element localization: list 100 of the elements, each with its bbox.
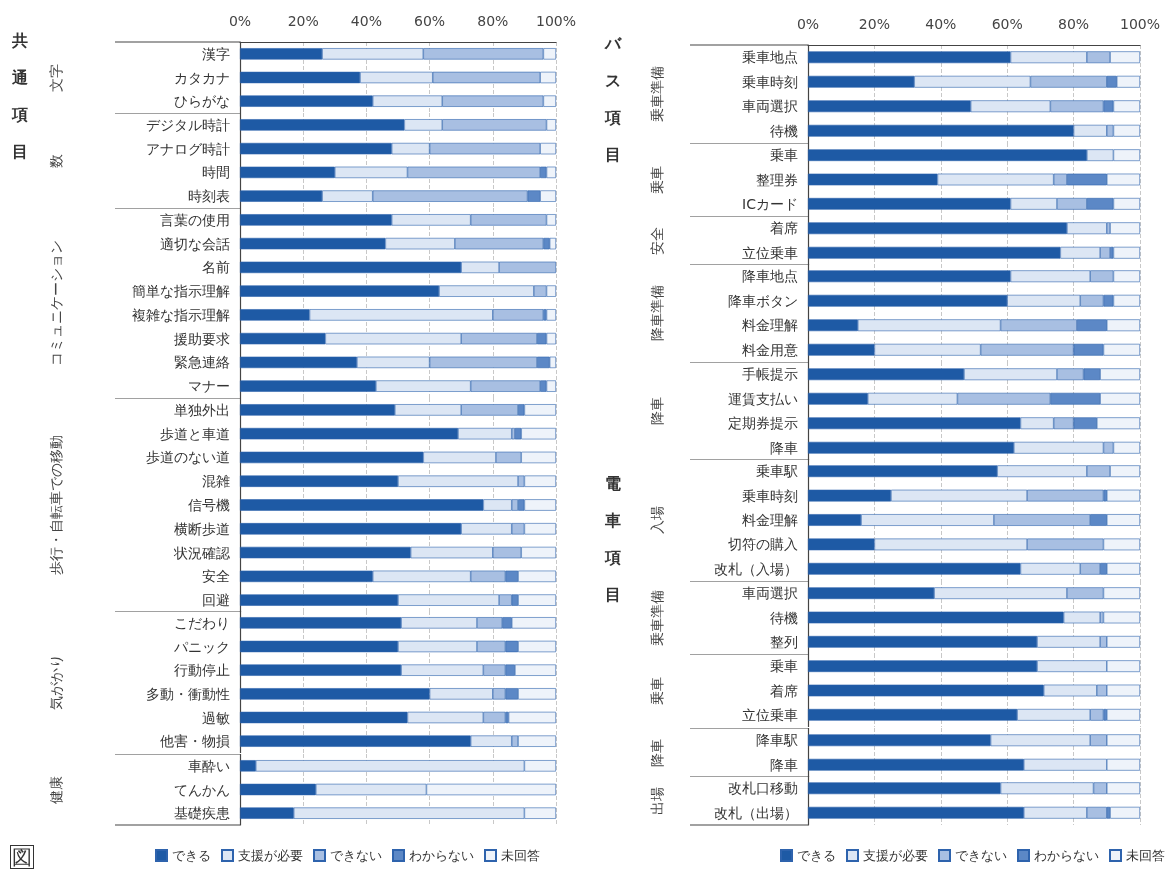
y-tick-label: 多動・衝動性 (146, 686, 230, 703)
x-tick-label: 100% (1119, 16, 1161, 32)
y-tick-label: 安全 (202, 568, 230, 585)
legend-label: わからない (1034, 848, 1099, 864)
y-tick-label: 他害・物損 (160, 733, 230, 750)
y-tick-label: 過敏 (202, 709, 230, 726)
y-tick-label: 簡単な指示理解 (132, 283, 230, 300)
y-tick-label: 複雑な指示理解 (132, 306, 230, 323)
y-tick-label: 待機 (770, 122, 798, 139)
y-tick-label: 車両選択 (742, 98, 798, 115)
y-tick-label: 切符の購入 (728, 536, 798, 553)
y-tick-label: カタカナ (174, 69, 230, 86)
bar (546, 309, 556, 321)
y-axis-title: 安全 (649, 226, 665, 255)
y-tick-label: 単独外出 (174, 401, 230, 418)
y-tick-label: 状況確認 (173, 544, 230, 561)
legend-label: できる (172, 847, 211, 863)
y-tick-label: 適切な会話 (160, 235, 230, 252)
x-tick-label: 80% (1058, 16, 1090, 32)
y-tick-label: 名前 (202, 259, 230, 276)
y-tick-label: 着席 (770, 682, 798, 699)
x-tick-label: 20% (287, 13, 319, 29)
y-tick-label: 乗車駅 (756, 463, 798, 480)
bar (508, 712, 556, 724)
y-tick-label: 信号機 (188, 496, 230, 513)
y-tick-label: 乗車時刻 (742, 73, 798, 90)
y-axis-title: 出場 (649, 786, 665, 815)
bar (1106, 490, 1140, 502)
bar (1110, 807, 1140, 819)
x-tick-label: 0% (228, 13, 252, 29)
y-tick-label: 歩道のない道 (146, 449, 230, 466)
x-tick-label: 80% (477, 13, 509, 29)
y-tick-label: 料金用意 (742, 342, 798, 359)
y-tick-label: デジタル時計 (146, 117, 230, 134)
y-tick-label: 時間 (202, 164, 230, 181)
y-tick-label: 車両選択 (742, 585, 798, 602)
y-tick-label: 降車 (770, 756, 798, 773)
y-tick-label: てんかん (174, 781, 230, 798)
text: 共通項目 (11, 30, 29, 163)
x-tick-label: 0% (796, 16, 820, 32)
bar (1103, 611, 1140, 624)
y-axis-title: 健康 (48, 775, 64, 804)
y-axis-title: 乗車 (649, 676, 665, 705)
legend-label: 未回答 (501, 847, 540, 863)
y-tick-label: 待機 (770, 609, 798, 626)
text: バス項目 (604, 33, 622, 166)
y-tick-label: 乗車時刻 (742, 487, 798, 504)
y-tick-label: 乗車 (770, 658, 798, 675)
bar (1106, 709, 1140, 722)
y-tick-label: 基礎疾患 (174, 804, 230, 821)
text: 電車項目 (604, 473, 622, 607)
legend-label: できない (330, 847, 382, 863)
y-tick-label: 乗車 (770, 146, 798, 163)
y-tick-label: 改札（入場） (714, 561, 798, 578)
legend-label: 支援が必要 (238, 847, 303, 863)
y-tick-label: 回避 (202, 592, 230, 609)
y-axis-title: 文字 (48, 63, 64, 92)
x-tick-label: 20% (858, 16, 890, 32)
y-tick-label: 立位乗車 (742, 707, 798, 724)
y-tick-label: 降車地点 (742, 268, 798, 285)
y-tick-label: 言葉の使用 (160, 211, 230, 228)
y-tick-label: 着席 (770, 219, 798, 236)
y-tick-label: 乗車地点 (742, 49, 798, 66)
text: 図 (10, 844, 34, 869)
y-tick-label: 改札（出場） (714, 805, 798, 821)
y-tick-label: 緊急連絡 (174, 354, 230, 371)
y-axis-title: 降車準備 (649, 285, 665, 342)
legend-label: できない (955, 848, 1007, 864)
x-tick-label: 40% (350, 13, 382, 29)
y-axis-title: 乗車 (649, 165, 665, 193)
y-tick-label: 時刻表 (188, 188, 230, 205)
y-axis-title: 数 (48, 153, 64, 168)
y-tick-label: 手帳提示 (742, 366, 798, 383)
legend-label: できる (797, 848, 836, 864)
y-axis-title: 入場 (649, 506, 665, 535)
x-tick-label: 60% (991, 16, 1023, 32)
y-axis-title: 気がかり (48, 654, 64, 711)
y-axis-title: コミュニケーション (48, 240, 64, 367)
y-axis-title: 降車 (649, 738, 665, 766)
bar (1113, 246, 1140, 259)
y-tick-label: 改札口移動 (728, 780, 798, 797)
y-tick-label: 混雑 (202, 473, 230, 490)
legend-label: 支援が必要 (863, 848, 928, 864)
bar (1110, 222, 1140, 234)
y-tick-label: ICカード (742, 195, 798, 212)
y-axis-title: 歩行・自転車での移動 (48, 434, 64, 575)
y-tick-label: 援助要求 (174, 330, 230, 347)
x-tick-label: 60% (414, 13, 446, 29)
x-tick-label: 40% (925, 16, 957, 32)
y-tick-label: アナログ時計 (146, 140, 230, 157)
legend-label: 未回答 (1126, 848, 1165, 864)
y-tick-label: ひらがな (174, 93, 230, 110)
y-tick-label: 歩道と車道 (160, 425, 230, 442)
y-tick-label: 行動停止 (174, 662, 230, 679)
y-axis-title: 乗車準備 (649, 589, 665, 646)
x-tick-label: 100% (535, 13, 577, 29)
y-tick-label: こだわり (174, 615, 230, 632)
y-tick-label: 料金理解 (742, 512, 798, 529)
y-tick-label: 運賃支払い (728, 390, 798, 407)
y-tick-label: マナー (188, 378, 230, 395)
